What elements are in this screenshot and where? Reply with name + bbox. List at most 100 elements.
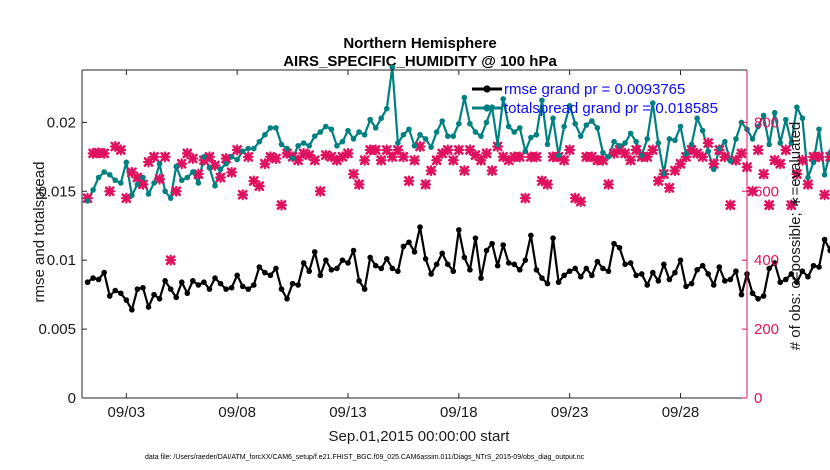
y-tick-label: 0.01: [47, 252, 76, 269]
totalspread-point: [201, 154, 207, 160]
rmse-point: [167, 286, 174, 292]
obs-point-stroke: [825, 155, 830, 162]
rmse-point: [112, 287, 119, 294]
totalspread-point: [178, 177, 185, 184]
rmse-point: [611, 240, 617, 247]
obs-point: [220, 153, 232, 165]
y-axis-label: rmse and totalspread: [31, 162, 48, 303]
obs-point: [348, 168, 360, 180]
rmse-point: [688, 280, 695, 287]
rmse-line: [86, 226, 830, 311]
chart-title: Northern Hemisphere: [343, 35, 496, 52]
rmse-point: [589, 272, 595, 279]
rmse-point: [666, 276, 673, 283]
obs-point: [115, 144, 127, 156]
rmse-point: [250, 282, 257, 288]
totalspread-point: [611, 138, 617, 145]
totalspread-point: [223, 160, 229, 167]
rmse-point: [738, 291, 745, 298]
rmse-point: [794, 279, 800, 286]
totalspread-point: [716, 145, 723, 152]
obs-point: [370, 144, 382, 156]
totalspread-point: [361, 131, 368, 138]
obs-point: [215, 171, 227, 183]
totalspread-point: [505, 123, 512, 130]
rmse-point: [140, 284, 146, 291]
obs-point: [458, 165, 470, 177]
rmse-point: [672, 269, 678, 276]
rmse-point: [661, 261, 667, 268]
obs-point: [719, 151, 731, 163]
rmse-point: [151, 291, 157, 298]
rmse-point: [771, 260, 778, 266]
obs-point: [625, 154, 637, 166]
rmse-point: [677, 257, 684, 263]
rmse-point: [117, 290, 124, 297]
obs-point: [702, 137, 714, 149]
totalspread-point: [345, 127, 351, 134]
rmse-point: [334, 265, 340, 272]
y2-tick-label: 800: [754, 114, 779, 131]
obs-point: [752, 144, 764, 156]
rmse-point: [516, 267, 523, 273]
totalspread-point: [810, 159, 817, 166]
y2-axis-label: # of obs: o=possible; ∗=evaluated: [787, 122, 804, 351]
obs-point: [575, 196, 587, 208]
obs-point: [735, 147, 747, 159]
totalspread-point: [710, 166, 717, 173]
totalspread-point: [145, 191, 152, 197]
obs-point: [187, 153, 199, 165]
rmse-point: [522, 257, 529, 263]
obs-point: [342, 147, 354, 159]
rmse-point: [278, 286, 285, 292]
obs-point: [237, 189, 249, 201]
obs-point: [774, 158, 786, 170]
obs-point: [763, 199, 775, 211]
rmse-point: [616, 244, 623, 251]
rmse-point: [799, 268, 806, 275]
totalspread-point: [782, 116, 789, 123]
totalspread-point: [101, 169, 107, 175]
totalspread-point: [533, 131, 540, 138]
totalspread-point: [456, 120, 462, 127]
rmse-point: [262, 269, 268, 276]
rmse-point: [350, 247, 357, 254]
totalspread-point: [616, 142, 623, 149]
totalspread-point: [522, 148, 529, 155]
totalspread-point: [539, 97, 545, 104]
rmse-point: [267, 272, 274, 279]
totalspread-point: [561, 123, 567, 130]
obs-point: [409, 154, 420, 166]
rmse-point: [461, 254, 468, 261]
totalspread-point: [788, 140, 795, 146]
rmse-point: [472, 235, 479, 241]
totalspread-point: [433, 129, 440, 135]
obs-point: [242, 151, 254, 163]
totalspread-point: [90, 187, 96, 193]
totalspread-point: [151, 180, 157, 186]
rmse-point: [638, 271, 645, 277]
obs-point: [447, 154, 459, 166]
rmse-point: [289, 280, 296, 287]
y2-tick-label: 600: [754, 183, 779, 200]
totalspread-point: [95, 174, 102, 181]
obs-point: [353, 178, 365, 190]
totalspread-point: [190, 169, 196, 175]
rmse-point: [201, 279, 207, 286]
totalspread-point: [472, 129, 479, 135]
obs-point: [564, 144, 576, 156]
rmse-point: [694, 267, 700, 273]
rmse-point: [101, 269, 107, 276]
obs-point: [541, 178, 554, 190]
totalspread-point: [306, 142, 313, 149]
totalspread-point: [577, 133, 584, 139]
totalspread-point: [84, 198, 91, 204]
obs-point: [253, 180, 265, 192]
totalspread-point: [694, 115, 700, 122]
totalspread-point: [289, 155, 296, 162]
rmse-point: [378, 265, 385, 272]
rmse-point: [821, 236, 828, 243]
rmse-point: [345, 260, 351, 266]
totalspread-point: [267, 125, 274, 131]
